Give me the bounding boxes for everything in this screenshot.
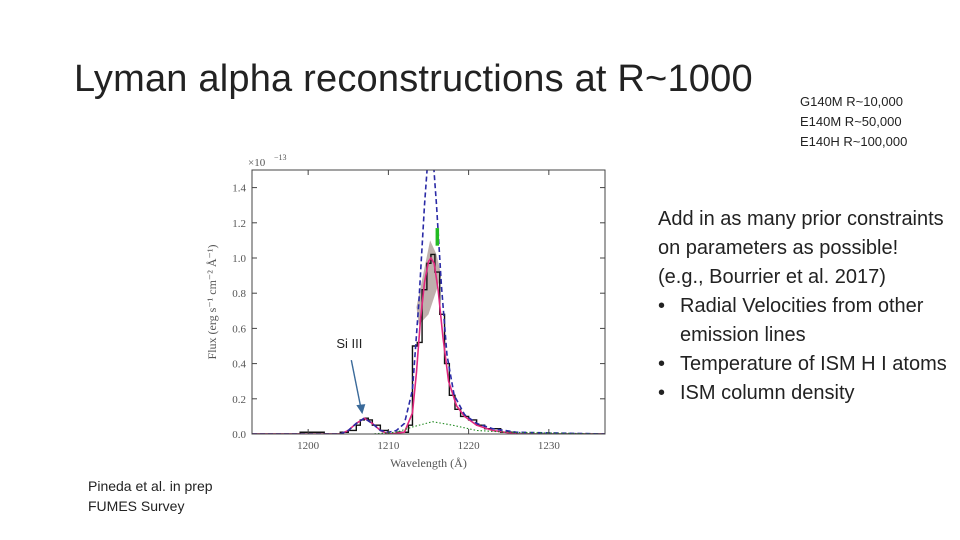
bullet-radial-velocities: • Radial Velocities from other emission l… [658,292,948,350]
bullet-dot-icon: • [658,382,666,404]
y-tick-label: 1.4 [232,183,246,195]
y-tick-label: 0.4 [232,359,246,371]
credit-survey: FUMES Survey [88,498,185,514]
bullet-text: Temperature of ISM H I atoms [680,353,947,375]
y-multiplier-label: ×10 [248,157,266,169]
mode-e140h: E140H R~100,000 [800,134,908,149]
bullet-dot-icon: • [658,295,666,317]
y-tick-label: 0.2 [232,394,246,406]
y-tick-label: 1.0 [232,253,246,265]
lyman-alpha-chart: 1200 1210 1220 1230 0.0 0.2 0.4 0.6 0.8 1.0 1.2 1.4… [205,153,606,470]
y-tick-label: 1.2 [232,218,246,230]
y-axis-label: Flux (erg s⁻¹ cm⁻² Å⁻¹) [205,245,219,360]
y-tick-label: 0.8 [232,288,246,300]
x-tick-label: 1200 [297,440,320,452]
bullet-ism-temperature: • Temperature of ISM H I atoms [658,350,948,379]
annotation-arrow-line [350,360,363,411]
constraints-text: Add in as many prior constraints on para… [658,205,948,408]
annotation-arrow-head-icon [356,404,366,415]
mode-g140m: G140M R~10,000 [800,94,903,109]
series-line-3 [252,421,605,434]
y-tick-label: 0.6 [232,323,246,335]
constraints-intro: Add in as many prior constraints on para… [658,208,944,288]
credit: Pineda et al. in prep FUMES Survey [88,476,213,516]
credit-author: Pineda et al. in prep [88,478,213,494]
bullet-text: Radial Velocities from other emission li… [680,295,924,346]
series-line-1 [252,256,605,434]
series-line-2 [252,170,605,434]
bullet-text: ISM column density [680,382,855,404]
mode-e140m: E140M R~50,000 [800,114,902,129]
bullet-dot-icon: • [658,353,666,375]
y-exponent-label: −13 [274,153,287,162]
si-iii-annotation: Si III [336,336,362,351]
plot-frame [251,169,606,435]
constraints-list: • Radial Velocities from other emission l… [658,292,948,408]
x-tick-label: 1230 [538,440,561,452]
slide-title: Lyman alpha reconstructions at R~1000 [74,58,753,100]
y-tick-label: 0.0 [232,429,246,441]
instrument-modes: G140M R~10,000 E140M R~50,000 E140H R~10… [800,92,907,152]
bullet-ism-column-density: • ISM column density [658,379,948,408]
x-tick-label: 1210 [377,440,400,452]
x-axis-label: Wavelength (Å) [390,456,467,470]
x-tick-label: 1220 [458,440,481,452]
